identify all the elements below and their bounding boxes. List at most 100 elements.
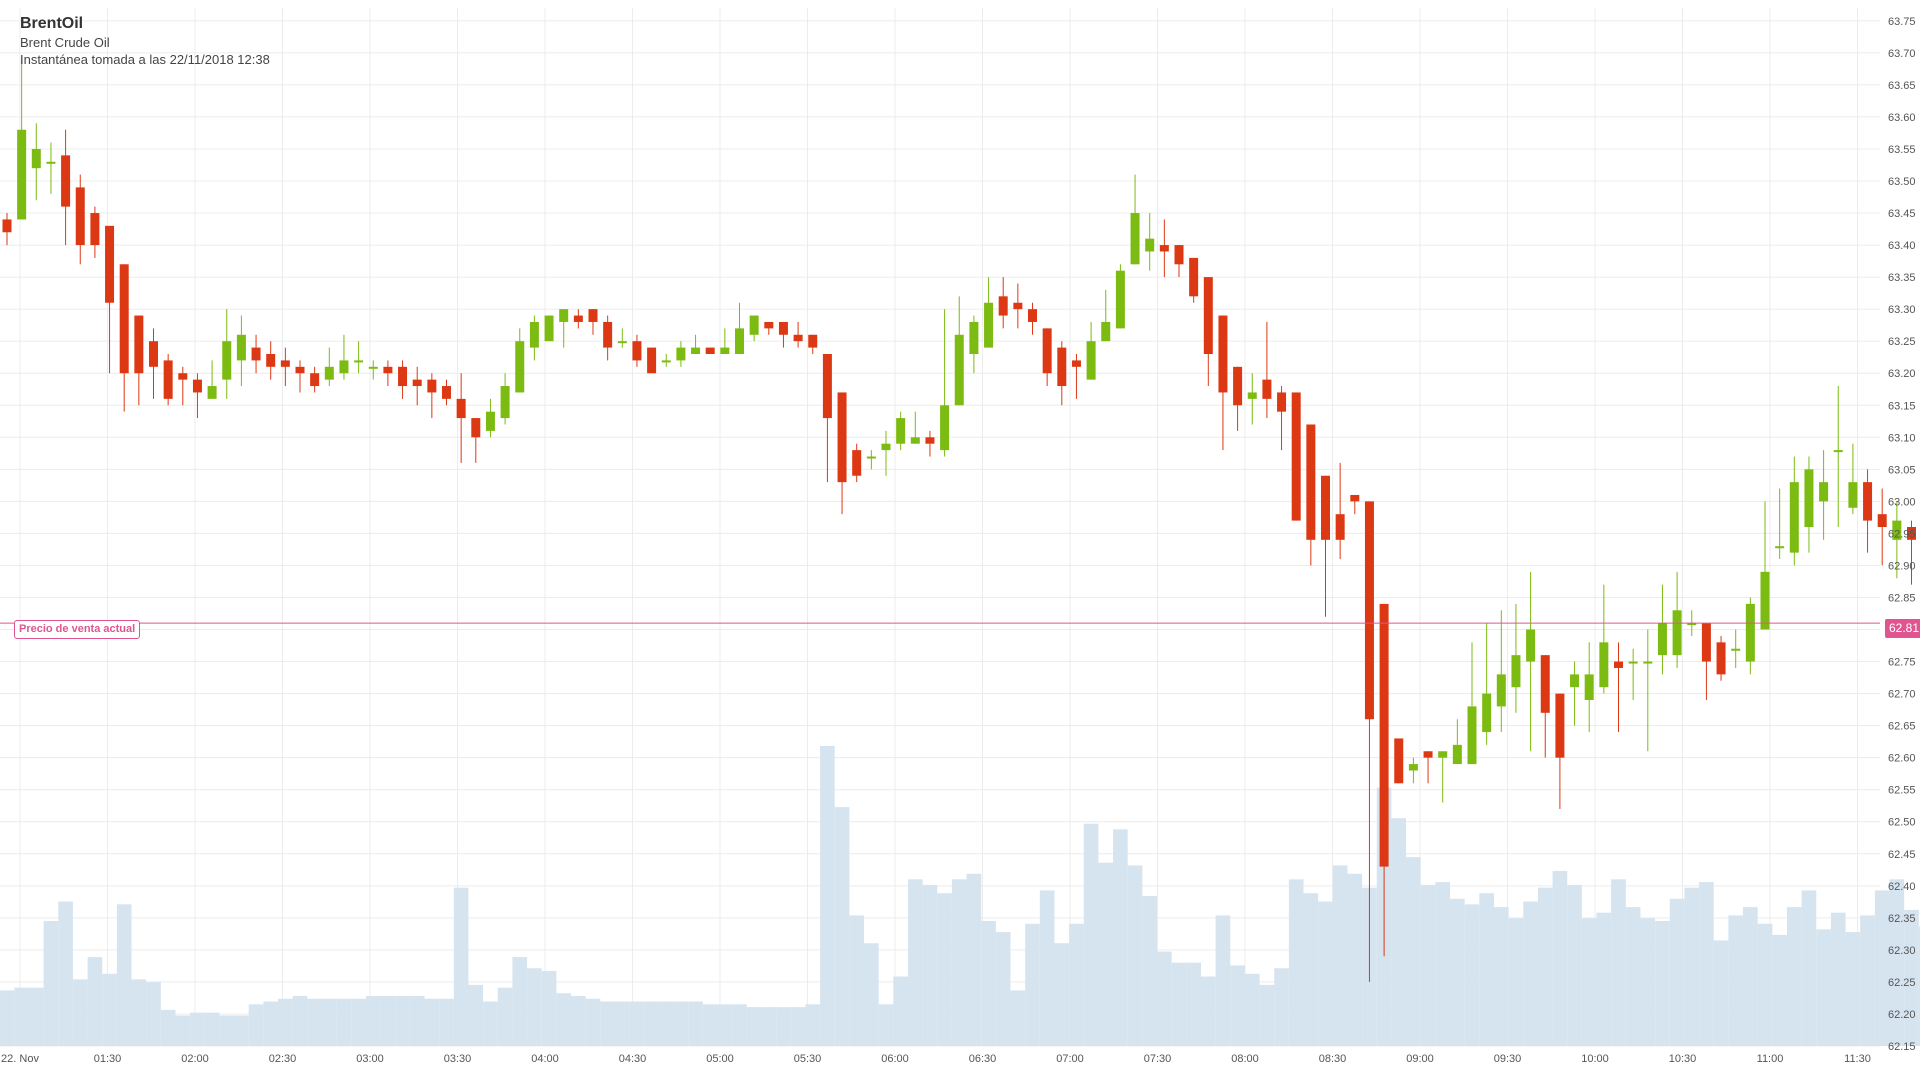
volume-bar bbox=[1054, 943, 1069, 1046]
candle bbox=[1717, 636, 1726, 681]
candle-body bbox=[1819, 482, 1828, 501]
candle bbox=[735, 303, 744, 354]
candle-body bbox=[1468, 706, 1477, 764]
y-tick-label: 63.75 bbox=[1888, 16, 1916, 28]
candle-body bbox=[486, 412, 495, 431]
volume-bar bbox=[439, 999, 454, 1046]
candle bbox=[1511, 604, 1520, 713]
volume-bar bbox=[1406, 857, 1421, 1046]
candle-body bbox=[1599, 642, 1608, 687]
volume-bar bbox=[1098, 863, 1113, 1046]
volume-bar bbox=[1172, 963, 1187, 1046]
volume-bar bbox=[102, 974, 117, 1046]
candle bbox=[1658, 585, 1667, 675]
candle-body bbox=[325, 367, 334, 380]
candle bbox=[427, 373, 436, 418]
candle-body bbox=[1658, 623, 1667, 655]
candle-body bbox=[823, 354, 832, 418]
candle-body bbox=[413, 380, 422, 386]
volume-bar bbox=[644, 1002, 659, 1046]
candle bbox=[325, 348, 334, 386]
volume-bar bbox=[0, 990, 14, 1046]
volume-bar bbox=[512, 957, 527, 1046]
candle bbox=[632, 335, 641, 367]
candle-body bbox=[1453, 745, 1462, 764]
candle bbox=[1643, 630, 1652, 752]
volume-bar bbox=[1802, 890, 1817, 1046]
volume-bar bbox=[1846, 932, 1861, 1046]
candle-body bbox=[1555, 694, 1564, 758]
candle-body bbox=[46, 162, 55, 164]
volume-bar bbox=[1465, 904, 1480, 1046]
candle bbox=[310, 367, 319, 393]
y-tick-label: 63.40 bbox=[1888, 240, 1916, 252]
volume-bar bbox=[937, 893, 952, 1046]
candle-body bbox=[676, 348, 685, 361]
volume-bar bbox=[1421, 885, 1436, 1046]
y-tick-label: 63.55 bbox=[1888, 144, 1916, 156]
volume-bar bbox=[1230, 965, 1245, 1046]
candle bbox=[17, 59, 26, 219]
candle-body bbox=[1292, 392, 1301, 520]
candle bbox=[296, 360, 305, 392]
candle bbox=[61, 130, 70, 245]
candle bbox=[1175, 245, 1184, 277]
x-tick-label: 11:00 bbox=[1757, 1053, 1784, 1065]
candle-body bbox=[1262, 380, 1271, 399]
candle-body bbox=[1614, 662, 1623, 668]
x-tick-label: 05:30 bbox=[794, 1053, 822, 1065]
volume-bar bbox=[1304, 893, 1319, 1046]
candle-body bbox=[442, 386, 451, 399]
candle bbox=[1848, 444, 1857, 514]
candle bbox=[750, 316, 759, 342]
candle bbox=[149, 328, 158, 398]
current-price-label: Precio de venta actual bbox=[14, 620, 140, 639]
volume-bar bbox=[1772, 935, 1787, 1046]
candle-body bbox=[999, 296, 1008, 315]
candle-body bbox=[339, 360, 348, 373]
candle-body bbox=[252, 348, 261, 361]
volume-bar bbox=[263, 1002, 278, 1046]
volume-bar bbox=[454, 888, 469, 1046]
candle-body bbox=[1438, 751, 1447, 757]
volume-bar bbox=[278, 999, 293, 1046]
candle-body bbox=[735, 328, 744, 354]
candle bbox=[1804, 457, 1813, 553]
x-tick-label: 09:30 bbox=[1494, 1053, 1522, 1065]
volume-bar bbox=[498, 988, 513, 1046]
volume-bar bbox=[674, 1002, 689, 1046]
candle-body bbox=[3, 219, 12, 232]
y-tick-label: 63.65 bbox=[1888, 80, 1916, 92]
candle-body bbox=[76, 187, 85, 245]
candle-body bbox=[149, 341, 158, 367]
candle-body bbox=[764, 322, 773, 328]
x-tick-label: 22. Nov bbox=[1, 1053, 39, 1065]
volume-bar bbox=[1567, 885, 1582, 1046]
candle bbox=[1131, 175, 1140, 265]
candle bbox=[1277, 386, 1286, 450]
candle-body bbox=[1834, 450, 1843, 452]
volume-bar bbox=[425, 999, 440, 1046]
candle-body bbox=[193, 380, 202, 393]
volume-bar bbox=[981, 921, 996, 1046]
candle bbox=[867, 450, 876, 469]
volume-bar bbox=[1435, 882, 1450, 1046]
chart-header: BrentOil Brent Crude Oil Instantánea tom… bbox=[20, 14, 270, 68]
volume-bar bbox=[556, 993, 571, 1046]
candle-body bbox=[1087, 341, 1096, 379]
candle-body bbox=[589, 309, 598, 322]
volume-bar bbox=[1684, 888, 1699, 1046]
candle bbox=[383, 360, 392, 386]
candle-body bbox=[1848, 482, 1857, 508]
x-tick-label: 03:00 bbox=[356, 1053, 384, 1065]
candle bbox=[779, 322, 788, 348]
volume-bar bbox=[1494, 907, 1509, 1046]
volume-bar bbox=[761, 1007, 776, 1046]
candle bbox=[1233, 367, 1242, 431]
volume-bar bbox=[146, 982, 161, 1046]
candle bbox=[706, 348, 715, 354]
x-tick-label: 05:00 bbox=[706, 1053, 734, 1065]
candle-body bbox=[1204, 277, 1213, 354]
